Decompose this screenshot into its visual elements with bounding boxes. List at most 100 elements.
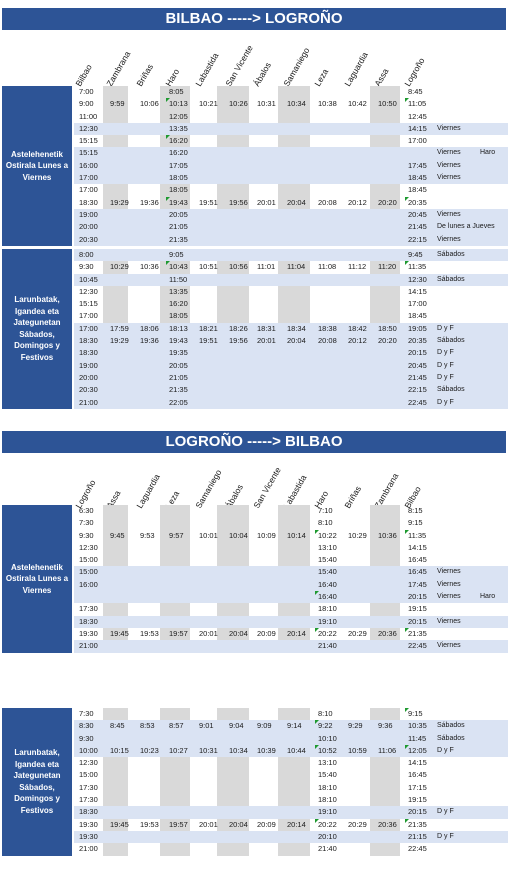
connection-flag-icon <box>405 529 409 534</box>
time-cell: 11:08 <box>318 262 337 272</box>
time-cell: 11:45 <box>408 733 427 743</box>
time-cell: 17:30 <box>79 782 98 792</box>
time-cell: 18:30 <box>79 336 98 346</box>
timetable-row: 19:30 20:10 21:15 D y F <box>74 830 508 844</box>
time-cell: 21:35 <box>408 819 427 829</box>
station-name: Zambrana <box>104 49 133 88</box>
connection-flag-icon <box>405 261 409 266</box>
extra-note: Haro <box>480 149 496 157</box>
station-header: Logroño Assa Laguardia Leza Samaniego Ábalos S… <box>0 452 510 512</box>
time-cell: 16:00 <box>79 160 98 170</box>
station-name: San Vicente <box>223 43 255 88</box>
time-cell: 19:36 <box>140 197 159 207</box>
time-cell: 19:45 <box>110 819 129 829</box>
timetable-row: 19:00 20:05 20:45 D y F <box>74 359 508 372</box>
time-cell: 20:45 <box>408 360 427 370</box>
time-cell: 10:34 <box>287 99 306 109</box>
time-cell: 8:57 <box>169 721 184 731</box>
time-cell: 18:30 <box>79 616 98 626</box>
timetable-rows: 6:30 7:10 8:15 7:30 8:10 9:15 9:30 9:45 9:53 9:57… <box>74 505 508 653</box>
time-cell: 19:05 <box>408 323 427 333</box>
connection-flag-icon <box>315 720 319 725</box>
time-cell: 13:35 <box>169 286 188 296</box>
time-cell: 18:30 <box>79 807 98 817</box>
time-cell: 17:00 <box>408 136 427 146</box>
time-cell: 17:45 <box>408 579 427 589</box>
section-title: LOGROÑO -----> BILBAO <box>2 431 506 453</box>
service-note: Viernes <box>437 593 461 601</box>
timetable-row: 18:30 19:10 20:15 Viernes <box>74 615 508 628</box>
service-note: Viernes <box>437 568 461 576</box>
timetable-row: 21:00 21:40 22:45 Viernes <box>74 640 508 653</box>
time-cell: 15:00 <box>79 770 98 780</box>
time-cell: 19:15 <box>408 604 427 614</box>
station-name: San Vicente <box>251 465 283 510</box>
time-cell: 21:05 <box>169 372 188 382</box>
time-cell: 18:10 <box>318 604 337 614</box>
timetable-row: 20:30 21:35 22:15 Sábados <box>74 384 508 397</box>
time-cell: 22:15 <box>408 385 427 395</box>
time-cell: 10:21 <box>199 99 218 109</box>
timetable-row: 15:00 15:40 16:45 <box>74 554 508 566</box>
time-cell: 10:29 <box>348 530 367 540</box>
time-cell: 9:15 <box>408 518 423 528</box>
time-cell: 8:53 <box>140 721 155 731</box>
timetable-row: 16:00 16:40 17:45 Viernes <box>74 578 508 592</box>
time-cell: 10:04 <box>229 530 248 540</box>
time-cell: 16:45 <box>408 567 427 577</box>
service-note: Sábados <box>437 251 465 258</box>
time-cell: 20:15 <box>408 592 427 602</box>
time-cell: 20:12 <box>348 197 367 207</box>
connection-flag-icon <box>405 708 409 712</box>
connection-flag-icon <box>166 135 170 140</box>
time-cell: 8:10 <box>318 518 333 528</box>
timetable-row: 15:15 16:20 17:00 <box>74 135 508 147</box>
timetable-row: 17:00 18:05 18:45 Viernes <box>74 172 508 185</box>
time-cell: 9:00 <box>79 99 94 109</box>
time-cell: 18:34 <box>287 323 306 333</box>
time-cell: 20:14 <box>287 819 306 829</box>
time-cell: 21:00 <box>79 397 98 407</box>
time-cell: 15:00 <box>79 555 98 565</box>
time-cell: 9:04 <box>229 721 244 731</box>
time-cell: 18:05 <box>169 173 188 183</box>
time-cell: 18:42 <box>348 323 367 333</box>
time-cell: 20:01 <box>199 819 218 829</box>
connection-flag-icon <box>405 627 409 632</box>
timetable-row: 17:00 18:05 18:45 <box>74 310 508 322</box>
timetable-row: 9:30 9:45 9:53 9:57 10:01 10:04 10:09 10:14 10:2… <box>74 529 508 542</box>
time-cell: 13:10 <box>318 758 337 768</box>
time-cell: 9:22 <box>318 721 333 731</box>
time-cell: 10:59 <box>348 745 367 755</box>
timetable-row: 19:00 20:05 20:45 Viernes <box>74 208 508 222</box>
service-note: Viernes <box>437 174 461 182</box>
section-title: BILBAO -----> LOGROÑO <box>2 8 506 30</box>
service-note: Viernes <box>437 161 461 169</box>
time-cell: 21:05 <box>169 222 188 232</box>
time-cell: 19:29 <box>110 336 129 346</box>
time-cell: 10:23 <box>140 745 159 755</box>
time-cell: 20:22 <box>318 628 337 638</box>
time-cell: 10:34 <box>229 745 248 755</box>
service-note: D y F <box>437 746 454 754</box>
time-cell: 19:35 <box>169 348 188 358</box>
service-note: Viernes <box>437 124 461 132</box>
timetable-row: 17:30 18:10 19:15 <box>74 603 508 615</box>
time-cell: 18:45 <box>408 185 427 195</box>
time-cell: 11:06 <box>378 745 397 755</box>
connection-flag-icon <box>315 529 319 534</box>
time-cell: 12:30 <box>79 123 98 133</box>
station-name: Samaniego <box>281 45 312 88</box>
time-cell: 20:35 <box>408 197 427 207</box>
service-note: D y F <box>437 398 454 406</box>
time-cell: 10:01 <box>199 530 218 540</box>
time-cell: 22:45 <box>408 844 427 854</box>
time-cell: 8:10 <box>318 709 333 718</box>
time-cell: 15:15 <box>79 299 98 309</box>
connection-flag-icon <box>315 744 319 749</box>
timetable-rows: 8:00 9:05 9:45 Sábados 9:30 10:29 10:36 10:43 10… <box>74 249 508 409</box>
time-cell: 21:15 <box>408 831 427 841</box>
time-cell: 7:10 <box>318 506 333 515</box>
time-cell: 19:10 <box>318 807 337 817</box>
time-cell: 8:05 <box>169 87 184 96</box>
